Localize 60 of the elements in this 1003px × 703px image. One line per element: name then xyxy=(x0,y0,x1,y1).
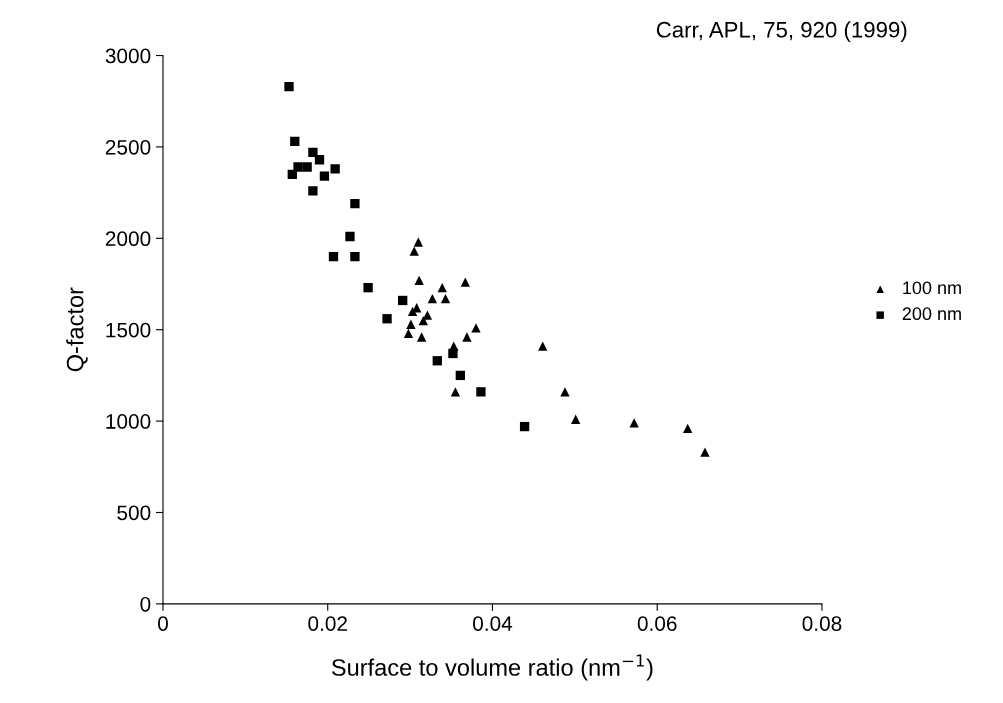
point xyxy=(560,387,570,397)
point xyxy=(432,356,442,366)
point xyxy=(460,277,470,287)
text: Carr, APL, 75, 920 (1999) xyxy=(656,21,907,42)
point xyxy=(290,136,300,147)
point xyxy=(700,447,710,457)
legend-label: 200 nm xyxy=(902,307,961,321)
point xyxy=(450,387,461,397)
y-tick-label: 500 xyxy=(117,505,151,521)
point xyxy=(287,169,297,179)
y-tick-label: 2000 xyxy=(105,231,151,247)
point xyxy=(519,421,530,432)
x-tick-label: 0.02 xyxy=(308,616,347,631)
point xyxy=(406,319,416,329)
point xyxy=(414,275,424,286)
point xyxy=(427,293,437,304)
point xyxy=(345,231,355,242)
x-tick-label: 0.04 xyxy=(473,616,513,631)
point xyxy=(571,414,581,424)
x-tick-label: 0.08 xyxy=(802,616,842,631)
point xyxy=(440,293,451,304)
y-tick-label: 1000 xyxy=(106,414,151,429)
point xyxy=(308,186,318,196)
point xyxy=(683,423,693,434)
x-tick-label: 0.06 xyxy=(637,616,677,631)
point xyxy=(350,251,360,262)
y-tick-label: 1500 xyxy=(106,322,151,338)
point xyxy=(629,418,639,428)
point xyxy=(418,315,428,326)
point xyxy=(319,171,330,181)
point xyxy=(462,332,472,342)
point xyxy=(314,155,325,165)
x-axis-title: Surface to volume ratio (nm$^{−1}$) xyxy=(331,654,653,681)
y-tick-label: 0 xyxy=(140,596,151,612)
point xyxy=(284,81,294,92)
point xyxy=(413,237,423,247)
point xyxy=(409,246,419,256)
legend-label: 100 nm xyxy=(903,281,961,295)
point xyxy=(455,370,466,381)
y-tick-label: 3000 xyxy=(105,48,151,64)
point xyxy=(293,162,303,172)
point xyxy=(328,251,339,262)
point xyxy=(476,387,486,397)
y-axis-title: Q-factor xyxy=(66,287,88,372)
point xyxy=(382,314,392,324)
point xyxy=(398,295,408,306)
point xyxy=(437,283,447,293)
point xyxy=(308,147,318,158)
point xyxy=(538,341,548,351)
point xyxy=(471,323,481,333)
point xyxy=(363,283,373,293)
point xyxy=(350,198,360,209)
point xyxy=(407,306,418,317)
point xyxy=(416,332,427,342)
x-tick-label: 0 xyxy=(158,616,168,631)
point xyxy=(302,162,312,172)
point xyxy=(330,164,340,174)
point xyxy=(448,348,458,359)
point xyxy=(403,328,414,339)
y-tick-label: 2500 xyxy=(105,139,151,155)
